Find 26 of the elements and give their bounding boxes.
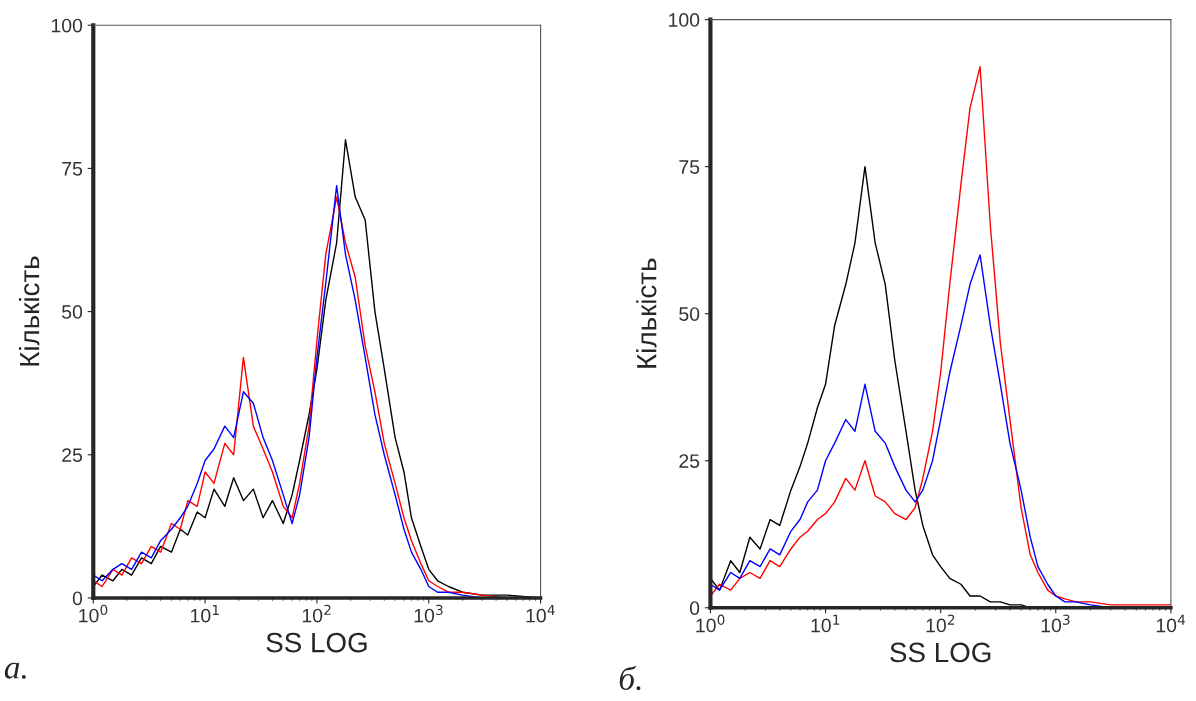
x-tick-label: 10$^{4}$ — [1156, 614, 1186, 633]
x-tick-label: 10$^{2}$ — [302, 604, 331, 623]
x-axis-title: SS LOG — [890, 642, 991, 663]
x-axis-title: SS LOG — [266, 632, 367, 653]
y-axis-title: Кількість — [636, 258, 657, 368]
y-tick-label: 25 — [62, 448, 83, 463]
x-tick-label: 10$^{3}$ — [1041, 614, 1070, 633]
text: б. — [619, 665, 641, 691]
y-tick-label: 100 — [51, 18, 83, 33]
x-tick-label: 10$^{2}$ — [926, 614, 955, 633]
x-tick-label: 10$^{4}$ — [526, 604, 555, 623]
y-tick-label: 0 — [72, 591, 83, 606]
x-tick-label: 10$^{1}$ — [811, 614, 840, 633]
text: а. — [4, 662, 26, 679]
y-tick-label: 25 — [679, 454, 700, 468]
x-tick-label: 10$^{0}$ — [696, 614, 725, 633]
y-tick-label: 75 — [62, 162, 83, 176]
y-axis-title: Кількість — [18, 256, 40, 366]
x-tick-label: 10$^{1}$ — [191, 604, 219, 623]
y-tick-label: 50 — [679, 307, 700, 321]
y-tick-label: 75 — [679, 160, 700, 174]
x-tick-label: 10$^{0}$ — [79, 604, 108, 623]
y-tick-label: 0 — [689, 601, 700, 615]
y-tick-label: 50 — [62, 305, 83, 319]
x-tick-label: 10$^{3}$ — [414, 604, 443, 623]
y-tick-label: 100 — [669, 13, 700, 27]
